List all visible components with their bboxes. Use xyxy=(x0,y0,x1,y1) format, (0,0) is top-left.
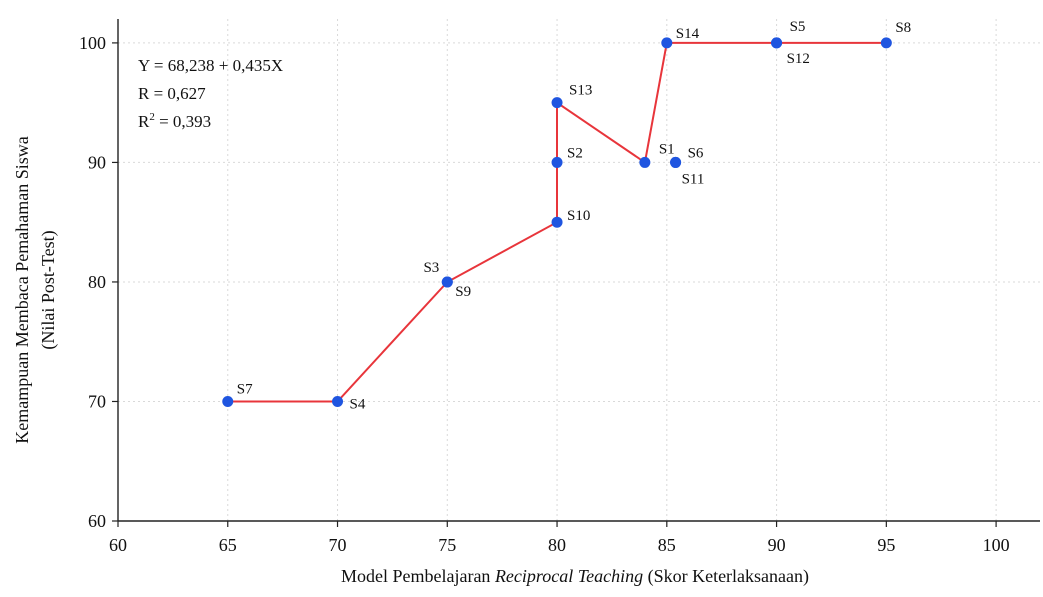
data-point-s8 xyxy=(880,37,892,49)
point-label-s11: S11 xyxy=(682,171,705,187)
series-line-layer xyxy=(227,41,887,403)
data-point-s12 xyxy=(771,37,783,49)
point-label-s8: S8 xyxy=(895,20,911,36)
point-label-s1: S1 xyxy=(659,141,675,157)
point-label-s13: S13 xyxy=(569,83,592,99)
y-axis-title: Kemampuan Membaca Pemahaman Siswa (Nilai… xyxy=(12,136,59,443)
x-tick-label: 90 xyxy=(768,535,786,555)
r-squared-superscript: 2 xyxy=(149,111,155,123)
x-axis-title-prefix: Model Pembelajaran xyxy=(341,566,495,586)
correlation-r: R = 0,627 xyxy=(138,84,206,103)
data-point-s11 xyxy=(670,156,682,168)
data-point-s7 xyxy=(222,395,234,407)
points-layer xyxy=(222,37,892,407)
data-point-s2 xyxy=(551,156,563,168)
data-point-s9 xyxy=(441,276,453,288)
y-tick-label: 70 xyxy=(88,391,106,411)
grid-layer xyxy=(118,19,1040,521)
point-label-s14: S14 xyxy=(676,26,700,42)
point-label-s3: S3 xyxy=(423,260,439,276)
ticks-layer: 60 65 70 75 80 85 90 95 100 60 70 80 90 100 xyxy=(79,33,1010,555)
x-axis-title-italic: Reciprocal Teaching xyxy=(494,566,643,586)
point-label-s7: S7 xyxy=(237,381,253,397)
y-tick-label: 90 xyxy=(88,152,106,172)
x-tick-label: 75 xyxy=(438,535,456,555)
point-labels-layer: S7 S4 S3 S9 S10 S2 S13 S1 S6 S11 S14 S5 S12 S8 xyxy=(237,19,911,413)
y-axis-title-line2: (Nilai Post-Test) xyxy=(38,230,59,349)
y-axis-title-line1: Kemampuan Membaca Pemahaman Siswa xyxy=(12,136,32,443)
point-label-s5: S5 xyxy=(790,19,806,35)
point-label-s10: S10 xyxy=(567,208,590,224)
data-point-s13 xyxy=(551,97,563,109)
data-point-s10 xyxy=(551,216,563,228)
point-label-s4: S4 xyxy=(350,396,366,412)
stats-annotation: Y = 68,238 + 0,435X R = 0,627 R2 = 0,393 xyxy=(138,56,283,131)
series-line xyxy=(227,41,887,403)
x-tick-label: 80 xyxy=(548,535,566,555)
r-squared: R2 = 0,393 xyxy=(138,111,211,131)
x-tick-label: 100 xyxy=(983,535,1010,555)
regression-equation: Y = 68,238 + 0,435X xyxy=(138,56,283,75)
point-label-s12: S12 xyxy=(787,51,810,67)
x-tick-label: 70 xyxy=(329,535,347,555)
x-tick-label: 95 xyxy=(877,535,895,555)
x-tick-label: 65 xyxy=(219,535,237,555)
point-label-s9: S9 xyxy=(455,284,471,300)
point-label-s2: S2 xyxy=(567,145,583,161)
data-point-s14 xyxy=(661,37,673,49)
data-point-s4 xyxy=(332,395,344,407)
x-tick-label: 85 xyxy=(658,535,676,555)
y-tick-label: 100 xyxy=(79,33,106,53)
y-tick-label: 80 xyxy=(88,272,106,292)
r-squared-prefix: R xyxy=(138,112,150,131)
x-axis-title: Model Pembelajaran Reciprocal Teaching (… xyxy=(341,566,809,587)
x-tick-label: 60 xyxy=(109,535,127,555)
data-point-s1 xyxy=(639,156,651,168)
x-axis-title-suffix: (Skor Keterlaksanaan) xyxy=(643,566,809,587)
r-squared-value: = 0,393 xyxy=(155,112,211,131)
point-label-s6: S6 xyxy=(688,145,704,161)
y-tick-label: 60 xyxy=(88,511,106,531)
